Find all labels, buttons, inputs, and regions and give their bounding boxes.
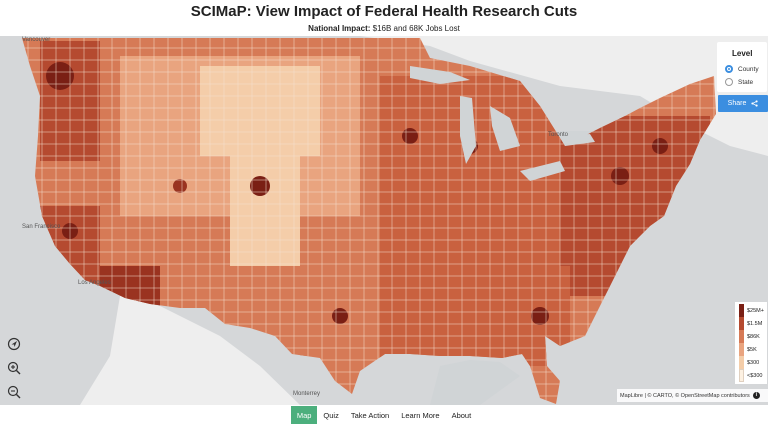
legend-label: <$300 xyxy=(747,372,763,379)
city-label-los-angeles: Los Angeles xyxy=(78,280,111,286)
map-legend: $25M+ $1.5M $86K $5K $300 <$300 xyxy=(735,302,767,384)
level-option-label: State xyxy=(738,78,754,86)
legend-swatch xyxy=(739,356,744,369)
radio-state[interactable] xyxy=(725,78,733,86)
legend-swatch xyxy=(739,330,744,343)
zoom-in-button[interactable] xyxy=(6,360,22,376)
national-impact-label: National Impact: xyxy=(308,24,371,33)
share-icon xyxy=(751,100,758,107)
city-label-vancouver: Vancouver xyxy=(22,37,51,43)
attribution-text[interactable]: MapLibre | © CARTO, © OpenStreetMap cont… xyxy=(620,392,750,399)
nav-map[interactable]: Map xyxy=(290,406,318,424)
legend-label: $300 xyxy=(747,359,760,366)
legend-item: $25M+ xyxy=(739,304,764,317)
locate-button[interactable] xyxy=(6,336,22,352)
legend-item: $300 xyxy=(739,356,759,369)
page-header: SCIMaP: View Impact of Federal Health Re… xyxy=(0,0,768,36)
level-title: Level xyxy=(732,49,753,58)
legend-item: <$300 xyxy=(739,369,762,382)
share-button[interactable]: Share xyxy=(718,95,768,112)
legend-label: $5K xyxy=(747,346,757,353)
nav-take-action[interactable]: Take Action xyxy=(350,410,390,420)
legend-item: $5K xyxy=(739,343,757,356)
national-impact-value: $16B and 68K Jobs Lost xyxy=(370,24,460,33)
level-option-state[interactable]: State xyxy=(725,78,753,86)
legend-label: $25M+ xyxy=(747,307,764,314)
locate-icon xyxy=(7,337,21,351)
info-icon[interactable]: i xyxy=(752,392,760,399)
level-option-county[interactable]: County xyxy=(725,65,759,73)
level-panel: Level County State xyxy=(717,42,767,92)
nav-learn-more[interactable]: Learn More xyxy=(401,410,440,420)
zoom-out-icon xyxy=(7,385,21,399)
zoom-out-button[interactable] xyxy=(6,384,22,400)
nav-quiz[interactable]: Quiz xyxy=(323,410,339,420)
legend-label: $86K xyxy=(747,333,760,340)
legend-item: $1.5M xyxy=(739,317,762,330)
legend-swatch xyxy=(739,317,744,330)
zoom-in-icon xyxy=(7,361,21,375)
national-impact-summary: National Impact: $16B and 68K Jobs Lost xyxy=(0,24,768,33)
legend-swatch xyxy=(739,369,744,382)
share-label: Share xyxy=(727,100,747,107)
legend-swatch xyxy=(739,304,744,317)
level-option-label: County xyxy=(738,65,759,73)
bottom-nav: Map Quiz Take Action Learn More About xyxy=(0,405,768,425)
map-attribution: MapLibre | © CARTO, © OpenStreetMap cont… xyxy=(617,389,768,402)
city-label-toronto: Toronto xyxy=(548,132,569,138)
city-label-san-francisco: San Francisco xyxy=(22,224,61,230)
radio-county[interactable] xyxy=(725,65,733,73)
map-canvas[interactable] xyxy=(0,36,768,405)
legend-label: $1.5M xyxy=(747,320,763,327)
legend-item: $86K xyxy=(739,330,760,343)
nav-about[interactable]: About xyxy=(451,410,472,420)
city-label-monterrey: Monterrey xyxy=(293,391,321,397)
choropleth-map[interactable]: Vancouver Toronto San Francisco Los Ange… xyxy=(0,36,768,405)
legend-swatch xyxy=(739,343,744,356)
page-title: SCIMaP: View Impact of Federal Health Re… xyxy=(190,3,578,20)
